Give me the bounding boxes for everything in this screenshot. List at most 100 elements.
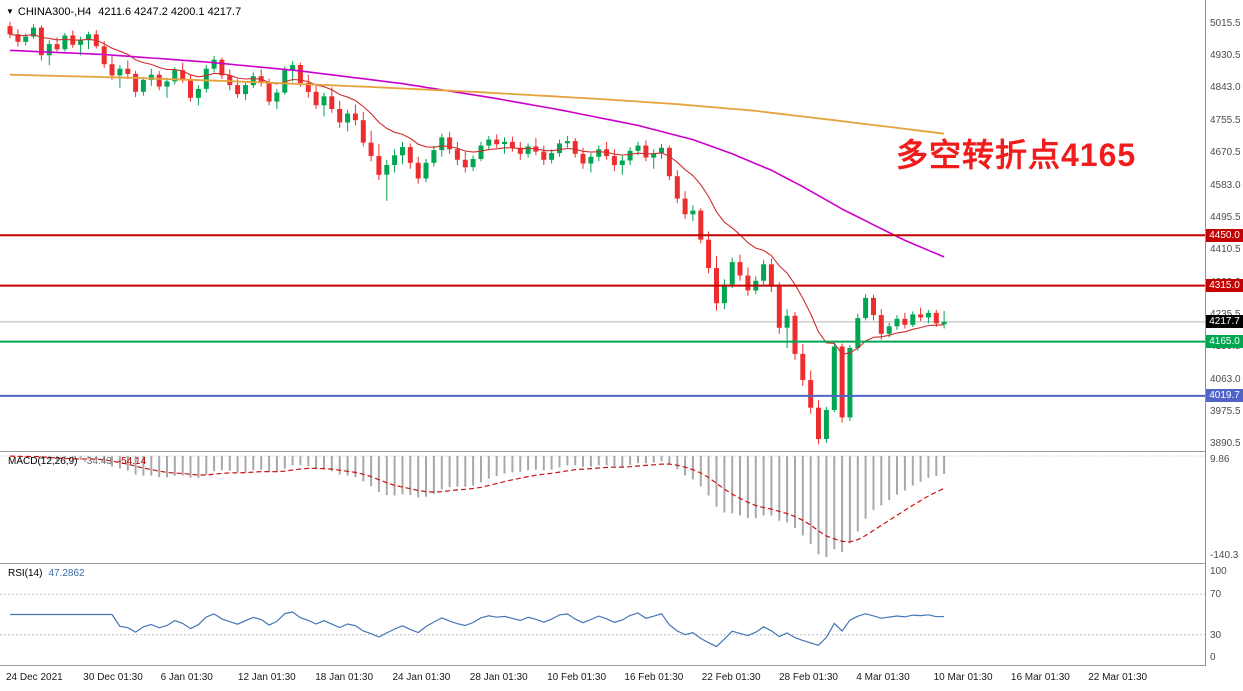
rsi-line [10, 611, 945, 648]
candle-body [541, 151, 547, 160]
candle-body [78, 40, 84, 45]
candle-body [706, 239, 712, 269]
price-tag-4165.0[interactable]: 4165.0 [1206, 335, 1243, 349]
candle-body [737, 262, 743, 276]
time-axis-label: 24 Jan 01:30 [392, 672, 451, 683]
candle-body [557, 143, 562, 154]
candle-body [863, 297, 869, 319]
candle-body [800, 353, 806, 380]
candle-body [776, 286, 782, 328]
candle-body [360, 120, 366, 143]
main-chart-canvas[interactable] [0, 0, 1205, 451]
candle-body [164, 81, 170, 87]
candle-body [918, 314, 924, 318]
candle-body [643, 145, 649, 158]
candle-body [125, 68, 131, 74]
rsi-chart-canvas[interactable] [0, 564, 1205, 665]
candle-body [792, 315, 798, 354]
candle-body [619, 160, 625, 165]
candle-body [478, 145, 484, 159]
candle-body [195, 88, 201, 98]
candle-body [290, 65, 296, 71]
symbol-timeframe-label: CHINA300-,H4 [17, 6, 92, 18]
panel-separator [0, 665, 1243, 666]
price-axis-label: 4930.5 [1210, 49, 1241, 61]
macd-signal-value: -54.14 [117, 456, 147, 467]
panel-separator [0, 451, 1243, 452]
candle-body [494, 139, 500, 145]
price-axis-label: 4670.5 [1210, 146, 1241, 158]
candle-body [564, 141, 570, 144]
candle-body [227, 75, 233, 86]
candle-body [925, 312, 931, 318]
candle-body [878, 315, 884, 334]
candle-body [580, 153, 586, 164]
candle-body [635, 145, 641, 151]
candle-body [117, 68, 123, 76]
time-axis-label: 30 Dec 01:30 [83, 672, 143, 683]
candle-body [823, 409, 829, 439]
macd-main-value: -34.43 [83, 456, 112, 467]
candle-body [509, 141, 515, 148]
candle-body [188, 79, 193, 98]
candle-body [447, 137, 453, 150]
candle-body [933, 312, 939, 324]
price-axis[interactable]: 5015.5 4930.5 4843.0 4755.5 4670.5 4583.0 4495… [1205, 0, 1243, 666]
candle-body [250, 76, 256, 86]
candle-body [133, 73, 139, 92]
candle-body [15, 34, 21, 42]
candle-body [313, 91, 319, 106]
candle-body [659, 147, 664, 153]
candle-body [808, 380, 814, 408]
candle-body [627, 150, 633, 161]
candle-body [729, 262, 735, 285]
macd-chart-canvas[interactable] [0, 452, 1205, 563]
candle-body [297, 65, 303, 83]
price-tag-4019.7[interactable]: 4019.7 [1206, 389, 1243, 403]
candle-body [761, 264, 767, 281]
time-axis[interactable]: 24 Dec 2021 30 Dec 01:30 6 Jan 01:30 12 Jan… [0, 666, 1243, 691]
candle-body [7, 26, 13, 35]
rsi-axis-label: 100 [1210, 566, 1227, 577]
time-axis-label: 10 Mar 01:30 [933, 672, 993, 683]
candle-body [305, 82, 311, 92]
chart-dropdown-icon[interactable]: ▼ [6, 7, 14, 16]
candle-body [368, 142, 374, 156]
candle-body [572, 141, 578, 154]
candle-body [831, 346, 837, 410]
candle-body [243, 85, 248, 95]
chart-title: ▼ CHINA300-,H4 4211.6 4247.2 4200.1 4217.7 [6, 6, 241, 18]
price-axis-label: 4843.0 [1210, 82, 1241, 94]
price-axis-label: 4235.5 [1210, 309, 1241, 321]
candle-body [62, 35, 68, 50]
ma-line-mid-magenta [9, 49, 945, 258]
candle-body [666, 147, 672, 177]
price-axis-label: 4755.5 [1210, 115, 1241, 127]
price-tag-4450.0[interactable]: 4450.0 [1206, 228, 1243, 242]
candle-body [596, 149, 602, 157]
candle-body [400, 147, 405, 156]
candle-body [23, 36, 29, 42]
candle-body [941, 321, 947, 325]
candle-body [902, 318, 908, 325]
candle-body [274, 92, 280, 102]
time-axis-label: 16 Feb 01:30 [624, 672, 684, 683]
time-axis-label: 18 Jan 01:30 [315, 672, 374, 683]
candle-body [517, 147, 523, 154]
candle-body [392, 155, 398, 165]
time-axis-label: 4 Mar 01:30 [856, 672, 910, 683]
candle-body [871, 297, 876, 316]
annotation-text[interactable]: 多空转折点4165 [896, 137, 1137, 173]
candle-body [266, 82, 272, 102]
candle-body [698, 210, 704, 240]
candle-body [651, 153, 657, 158]
price-tag-4217.7[interactable]: 4217.7 [1206, 315, 1243, 329]
candle-body [690, 210, 696, 215]
price-tag-4315.0[interactable]: 4315.0 [1206, 279, 1243, 293]
rsi-name: RSI(14) [8, 568, 43, 579]
candle-body [407, 147, 413, 163]
candle-body [839, 346, 845, 418]
price-axis-label: 4410.5 [1210, 243, 1241, 255]
price-axis-label: 4495.5 [1210, 212, 1241, 224]
rsi-axis-label: 0 [1210, 652, 1216, 663]
